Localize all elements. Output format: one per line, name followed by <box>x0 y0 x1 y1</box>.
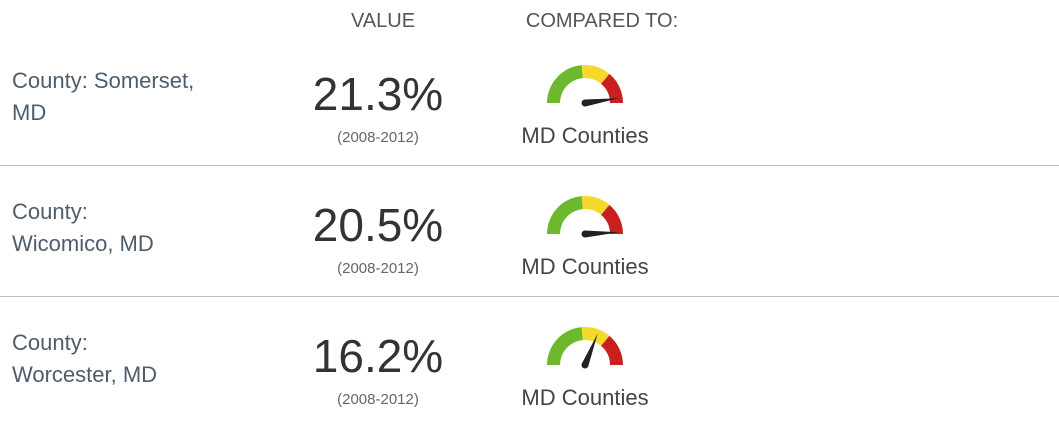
value: 20.5% <box>312 199 444 251</box>
gauge-needle <box>584 230 619 238</box>
header-compared: COMPARED TO: <box>525 10 679 32</box>
label-line: Worcester, MD <box>12 362 158 387</box>
label-line: Wicomico, MD <box>12 231 154 256</box>
gauge-hub <box>581 230 589 238</box>
page: VALUE COMPARED TO: County: Somerset, MD … <box>0 10 1059 410</box>
row-label: County: Somerset, MD <box>12 65 194 129</box>
comparison: MD Counties <box>521 254 649 279</box>
gauge <box>547 196 623 238</box>
label-line: MD <box>12 100 47 125</box>
row: County: Wicomico, MD 20.5% (2008-2012) M… <box>0 178 1059 309</box>
row: County: Worcester, MD 16.2% (2008-2012) … <box>0 309 1059 440</box>
gauge <box>547 65 623 107</box>
header-value: VALUE <box>350 10 416 32</box>
comparison: MD Counties <box>521 123 649 148</box>
gauge <box>547 327 623 369</box>
label-line: County: <box>12 330 88 355</box>
gauge-red <box>601 73 623 103</box>
gauge-needle <box>581 333 598 367</box>
period: (2008-2012) <box>337 391 419 408</box>
gauge-green <box>547 327 583 365</box>
gauge-red <box>601 335 623 365</box>
gauge-green <box>547 65 583 103</box>
gauge-yellow <box>581 327 610 346</box>
period: (2008-2012) <box>337 260 419 277</box>
row: County: Somerset, MD 21.3% (2008-2012) M… <box>0 47 1059 178</box>
value: 16.2% <box>312 330 444 382</box>
gauge-hub <box>581 99 589 107</box>
row-label: County: Wicomico, MD <box>12 196 154 260</box>
gauge-hub <box>581 361 589 369</box>
value: 21.3% <box>312 68 444 120</box>
period: (2008-2012) <box>337 129 419 146</box>
row-label: County: Worcester, MD <box>12 327 157 391</box>
separator <box>0 296 1059 297</box>
label-line: County: Somerset, <box>12 68 195 93</box>
comparison: MD Counties <box>521 385 649 410</box>
gauge-red <box>601 204 623 234</box>
gauge-needle <box>584 98 619 107</box>
label-line: County: <box>12 199 88 224</box>
gauge-yellow <box>581 65 610 84</box>
gauge-yellow <box>581 196 610 215</box>
gauge-green <box>547 196 583 234</box>
separator <box>0 165 1059 166</box>
